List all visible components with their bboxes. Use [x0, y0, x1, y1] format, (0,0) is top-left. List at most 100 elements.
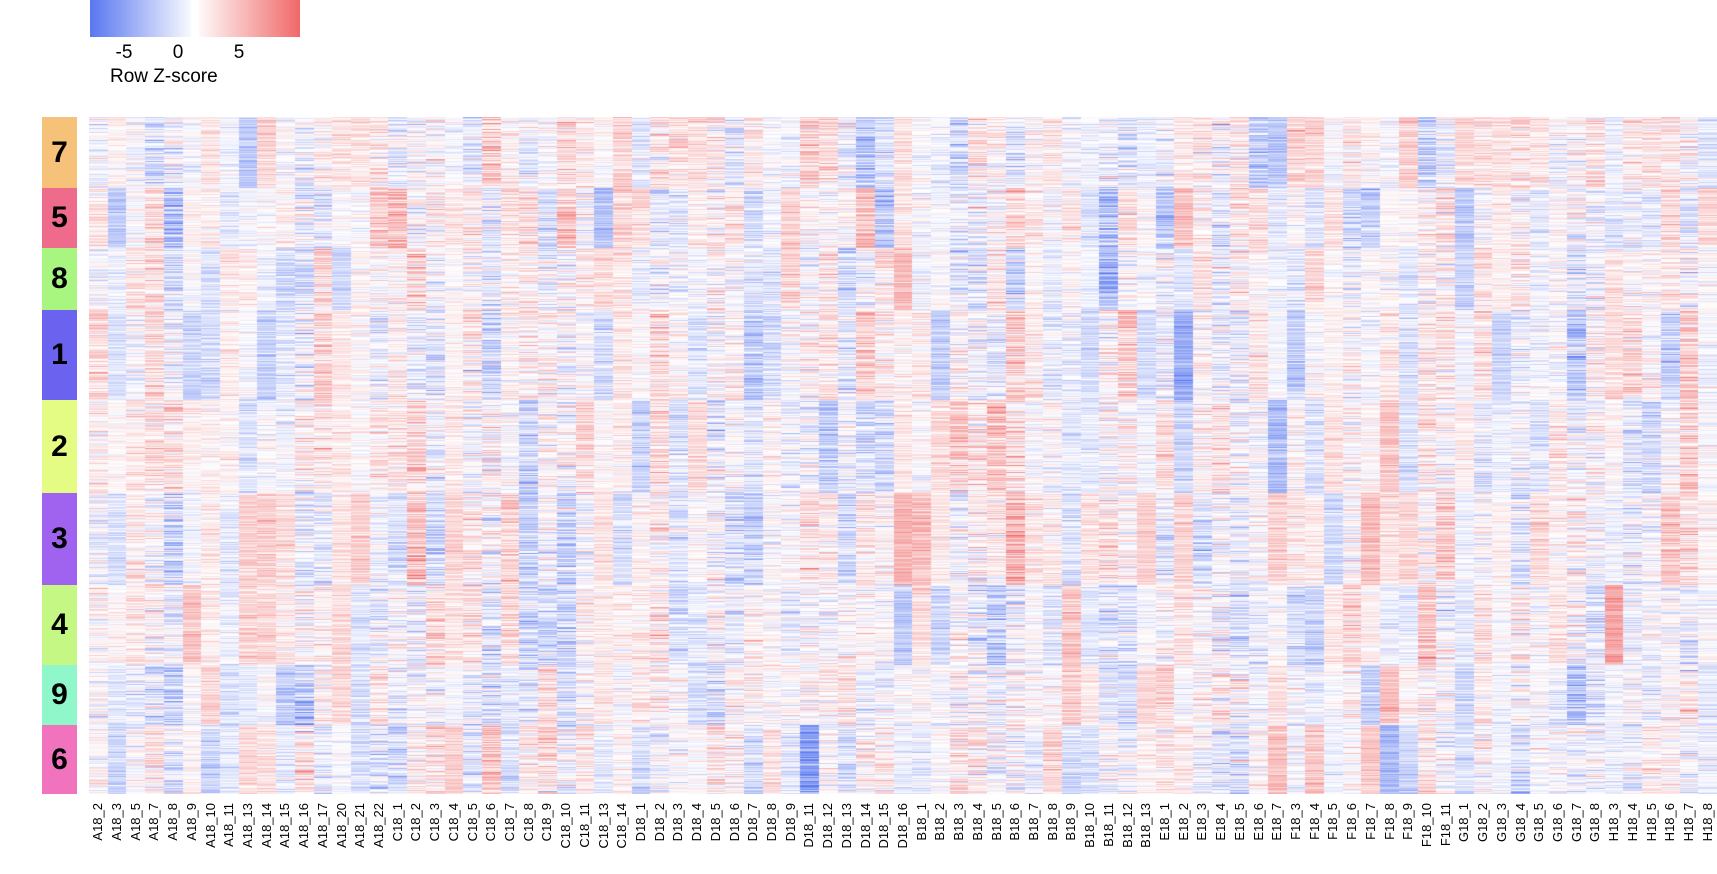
x-tick-label: B18_4 [970, 803, 985, 841]
x-tick-label: A18_5 [128, 803, 143, 841]
x-tick-label: D18_7 [745, 803, 760, 842]
x-tick-label: C18_3 [427, 803, 442, 842]
x-tick-label: E18_3 [1194, 803, 1209, 841]
row-cluster-label: 4 [51, 608, 68, 641]
colorbar-title: Row Z-score [110, 66, 218, 87]
x-tick-label: A18_3 [109, 803, 124, 841]
color-legend: -5 0 5 Row Z-score [90, 0, 310, 95]
x-tick-label: D18_15 [876, 803, 891, 849]
x-tick-label: F18_3 [1288, 803, 1303, 840]
x-tick-label: F18_6 [1344, 803, 1359, 840]
x-tick-label: E18_5 [1232, 803, 1247, 841]
x-tick-label: E18_4 [1213, 803, 1228, 841]
x-tick-label: B18_7 [1026, 803, 1041, 841]
x-tick-label: F18_4 [1307, 803, 1322, 840]
x-tick-label: D18_9 [783, 803, 798, 842]
row-cluster-label: 2 [51, 429, 68, 463]
x-tick-label: H18_8 [1700, 803, 1715, 842]
x-tick-label: G18_5 [1531, 803, 1546, 843]
x-tick-label: G18_1 [1456, 803, 1471, 843]
x-tick-label: C18_7 [502, 803, 517, 842]
row-cluster-label: 6 [51, 742, 68, 776]
x-tick-label: D18_2 [652, 803, 667, 842]
x-tick-label: A18_11 [221, 803, 236, 847]
x-tick-label: D18_3 [670, 803, 685, 842]
row-cluster-4: 4 [42, 585, 77, 665]
row-cluster-7: 7 [42, 117, 77, 188]
x-tick-label: C18_11 [577, 803, 592, 848]
x-tick-label: D18_4 [689, 803, 704, 842]
row-cluster-label: 8 [51, 262, 68, 295]
row-cluster-label: 3 [51, 522, 68, 555]
x-tick-label: G18_3 [1494, 803, 1509, 843]
x-tick-label: D18_16 [895, 803, 910, 849]
x-tick-label: B18_1 [914, 803, 929, 841]
x-tick-label: C18_6 [483, 803, 498, 842]
x-tick-label: A18_17 [315, 803, 330, 848]
colorbar [90, 0, 300, 37]
x-axis-labels: A18_2 A18_3 A18_5 A18_7 A18_8 A18_9 A18_10 A18_… [89, 803, 1717, 874]
x-tick-label: B18_8 [1045, 803, 1060, 841]
colorbar-tick: 5 [233, 42, 245, 63]
x-tick-label: A18_20 [334, 803, 349, 848]
row-cluster-label: 7 [51, 135, 68, 169]
x-tick-label: G18_7 [1569, 803, 1584, 843]
x-tick-label: A18_22 [371, 803, 386, 848]
row-cluster-label: 1 [51, 338, 68, 371]
x-tick-label: F18_11 [1438, 803, 1453, 847]
x-tick-label: D18_8 [764, 803, 779, 842]
x-tick-label: H18_3 [1606, 803, 1621, 842]
x-tick-label: B18_5 [989, 803, 1004, 841]
x-tick-label: H18_4 [1625, 803, 1640, 842]
x-tick-label: H18_7 [1681, 803, 1696, 842]
x-tick-label: A18_14 [259, 803, 274, 848]
row-cluster-6: 6 [42, 725, 77, 794]
x-tick-label: A18_7 [146, 803, 161, 841]
row-cluster-1: 1 [42, 310, 77, 400]
x-tick-label: E18_1 [1157, 803, 1172, 841]
x-tick-label: C18_8 [521, 803, 536, 842]
x-tick-label: C18_4 [446, 803, 461, 842]
x-tick-label: C18_13 [596, 803, 611, 849]
x-tick-label: A18_10 [203, 803, 218, 848]
x-tick-label: B18_12 [1120, 803, 1135, 848]
row-cluster-label: 5 [51, 201, 68, 234]
x-tick-label: C18_1 [390, 803, 405, 842]
row-cluster-9: 9 [42, 665, 77, 725]
x-tick-label: E18_6 [1251, 803, 1266, 841]
x-tick-label: B18_11 [1101, 803, 1116, 847]
x-tick-label: B18_9 [1063, 803, 1078, 841]
x-tick-label: H18_5 [1644, 803, 1659, 842]
x-tick-label: A18_9 [184, 803, 199, 841]
x-tick-label: D18_6 [727, 803, 742, 842]
x-tick-label: A18_13 [240, 803, 255, 848]
row-cluster-annotation: 7 5 8 1 2 3 4 9 6 [42, 117, 77, 794]
colorbar-tick: 0 [172, 42, 184, 63]
row-cluster-5: 5 [42, 188, 77, 248]
x-tick-label: C18_10 [558, 803, 573, 849]
x-tick-label: H18_6 [1662, 803, 1677, 842]
x-tick-label: A18_15 [277, 803, 292, 848]
x-tick-label: F18_9 [1400, 803, 1415, 840]
x-tick-label: C18_2 [408, 803, 423, 842]
x-tick-label: D18_12 [820, 803, 835, 849]
row-cluster-label: 9 [51, 678, 68, 711]
x-tick-label: D18_14 [858, 803, 873, 849]
x-tick-label: B18_6 [1007, 803, 1022, 841]
row-cluster-2: 2 [42, 400, 77, 493]
x-tick-label: G18_6 [1550, 803, 1565, 843]
x-tick-label: A18_8 [165, 803, 180, 841]
x-tick-label: B18_2 [932, 803, 947, 841]
x-tick-label: A18_16 [296, 803, 311, 848]
x-tick-label: D18_13 [839, 803, 854, 849]
row-cluster-3: 3 [42, 493, 77, 585]
x-tick-label: E18_2 [1176, 803, 1191, 841]
x-tick-label: F18_10 [1419, 803, 1434, 848]
x-tick-label: C18_14 [614, 803, 629, 849]
x-tick-label: B18_10 [1082, 803, 1097, 848]
x-tick-label: G18_8 [1587, 803, 1602, 843]
x-tick-label: D18_5 [708, 803, 723, 842]
x-tick-label: F18_5 [1325, 803, 1340, 840]
x-tick-label: E18_7 [1269, 803, 1284, 841]
x-tick-label: C18_5 [465, 803, 480, 842]
